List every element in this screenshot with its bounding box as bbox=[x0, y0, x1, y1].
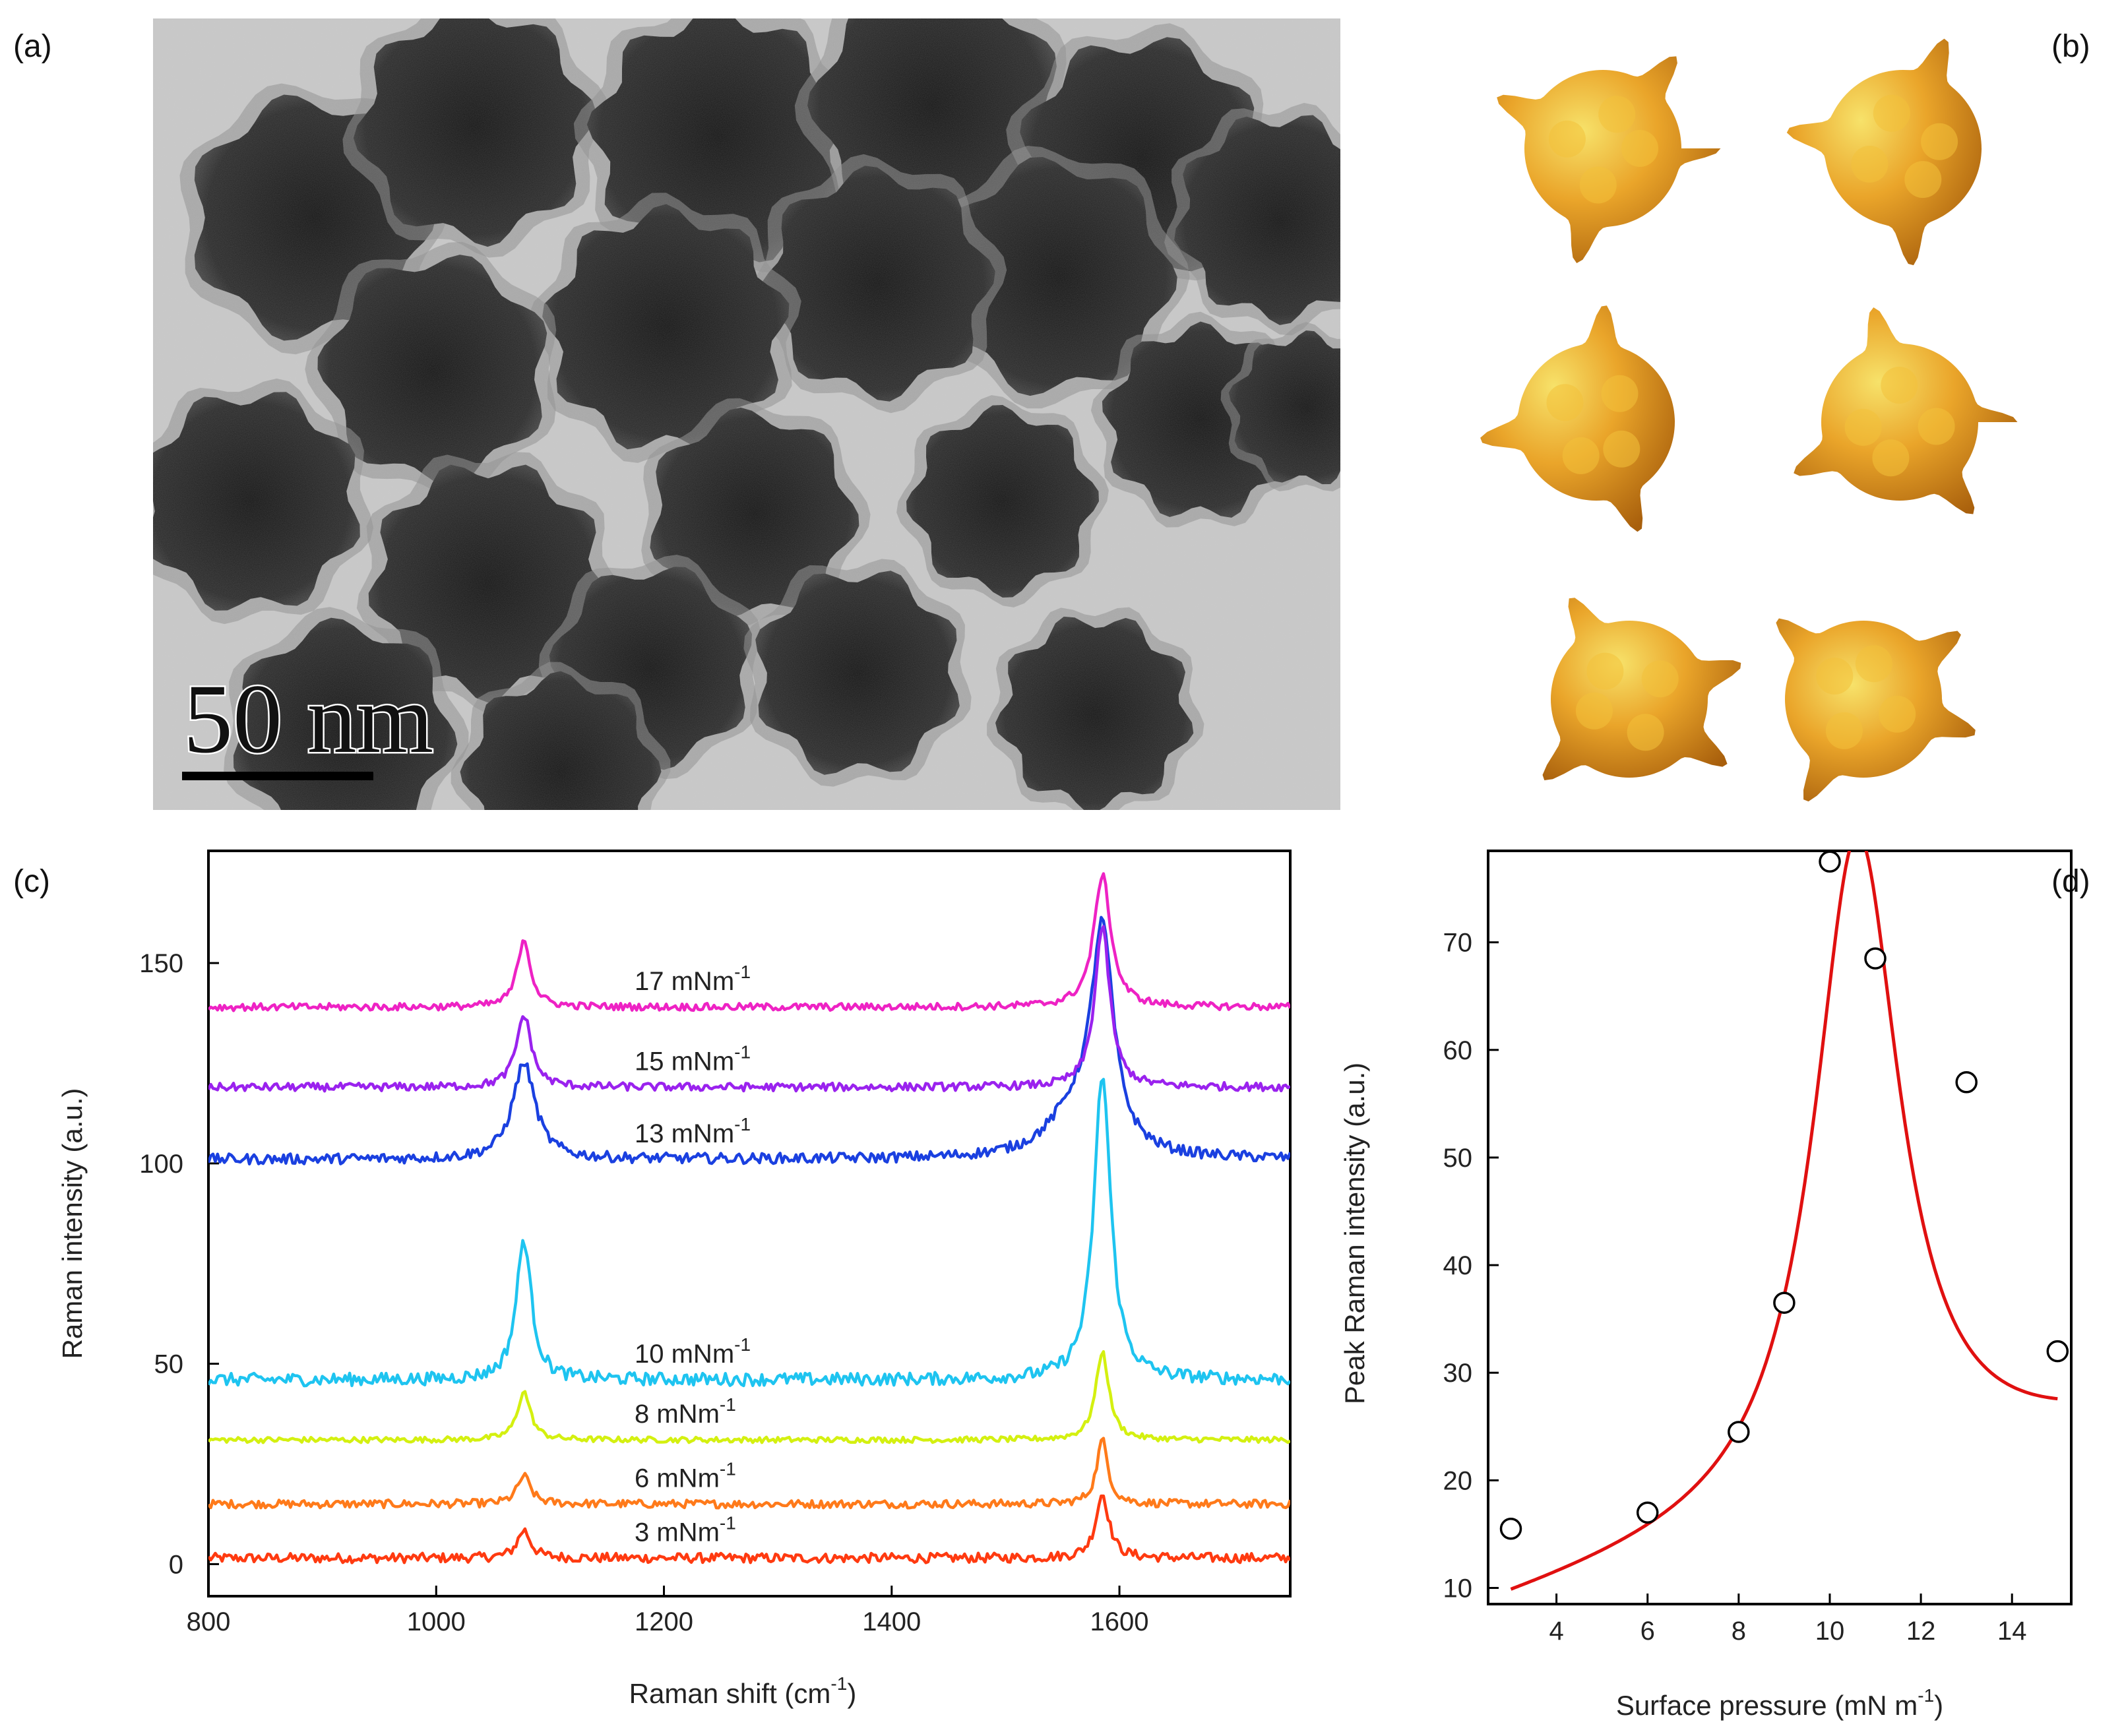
gold-nanostar bbox=[1542, 598, 1741, 780]
raman-series-label: 8 mNm-1 bbox=[635, 1394, 736, 1429]
chart-d-frame bbox=[1487, 850, 2073, 1605]
tem-micrograph: 50 nm bbox=[153, 18, 1340, 810]
chart-d-xtick-label: 10 bbox=[1815, 1617, 1845, 1646]
gold-nanostar bbox=[1786, 38, 1982, 266]
nanostar-bump bbox=[1579, 166, 1617, 204]
chart-c-ylabel: Raman intensity (a.u.) bbox=[57, 1088, 88, 1359]
chart-c-xtick-label: 1400 bbox=[862, 1607, 921, 1636]
gold-nanostar bbox=[1794, 307, 2018, 514]
nanostar-bump bbox=[1621, 130, 1658, 167]
nanostar-bump bbox=[1627, 714, 1664, 751]
raman-series-label: 15 mNm-1 bbox=[635, 1041, 751, 1076]
chart-d-fit bbox=[1510, 851, 2058, 1591]
nanostar-renders bbox=[1480, 38, 2018, 802]
data-point bbox=[2046, 1340, 2069, 1363]
chart-d-ytick-label: 70 bbox=[1443, 929, 1473, 958]
nanostar-bump bbox=[1879, 695, 1916, 733]
raman-series-line bbox=[208, 1349, 1290, 1444]
chart-c-ytick-label: 100 bbox=[139, 1150, 183, 1179]
chart-d-ytick-label: 50 bbox=[1443, 1144, 1473, 1173]
nanostar-bump bbox=[1562, 437, 1600, 474]
data-point bbox=[1955, 1071, 1978, 1094]
nanostar-bump bbox=[1844, 408, 1882, 446]
chart-c-xtick-label: 800 bbox=[187, 1607, 231, 1636]
nanostar-bump bbox=[1598, 96, 1636, 133]
chart-d-xlabel: Surface pressure (mN m-1) bbox=[1616, 1685, 1943, 1721]
peak-intensity-chart: 4 6 8 10 12 14 10 20 30 40 50 60 70 Surface pressure… bbox=[1339, 850, 2073, 1721]
chart-c-ticks: 800 1000 1200 1400 1600 0 50 100 150 bbox=[139, 949, 1148, 1636]
data-point bbox=[1728, 1421, 1750, 1443]
nanostar-bump bbox=[1548, 120, 1586, 158]
nanostar-bump bbox=[1575, 692, 1613, 729]
chart-d-ytick-label: 40 bbox=[1443, 1251, 1473, 1280]
nanostar-bump bbox=[1921, 123, 1958, 160]
data-point bbox=[1864, 947, 1887, 970]
raman-series-label: 17 mNm-1 bbox=[635, 962, 751, 996]
fit-curve bbox=[1510, 851, 2058, 1591]
chart-d-ytick-label: 30 bbox=[1443, 1359, 1473, 1388]
nanostar-bump bbox=[1918, 408, 1955, 445]
chart-d-ytick-label: 10 bbox=[1443, 1574, 1473, 1603]
chart-c-ytick-label: 150 bbox=[139, 949, 183, 978]
nanostar-bump bbox=[1546, 384, 1584, 421]
scale-bar-label: 50 nm bbox=[183, 664, 433, 774]
nanostar-bump bbox=[1825, 712, 1863, 749]
raman-series-line bbox=[208, 1078, 1290, 1388]
nanostar-bump bbox=[1851, 145, 1889, 183]
raman-spectra-chart: 800 1000 1200 1400 1600 0 50 100 150 3 mNm-1 6 mN… bbox=[57, 850, 1292, 1709]
panel-label-c: (c) bbox=[13, 864, 50, 899]
chart-d-xtick-label: 14 bbox=[1997, 1617, 2027, 1646]
chart-d-ylabel: Peak Raman intensity (a.u.) bbox=[1339, 1063, 1370, 1404]
raman-series-line bbox=[208, 915, 1290, 1165]
chart-d-ytick-label: 20 bbox=[1443, 1466, 1473, 1495]
chart-c-ytick-label: 50 bbox=[154, 1350, 184, 1379]
chart-c-xtick-label: 1000 bbox=[407, 1607, 466, 1636]
raman-series-line bbox=[208, 1437, 1290, 1510]
scale-bar bbox=[182, 772, 373, 780]
nanostar-bump bbox=[1586, 652, 1624, 690]
raman-series-label: 10 mNm-1 bbox=[635, 1334, 751, 1369]
chart-c-xtick-label: 1200 bbox=[635, 1607, 693, 1636]
data-point bbox=[1499, 1518, 1522, 1540]
chart-c-series bbox=[208, 872, 1290, 1565]
nanostar-bump bbox=[1855, 645, 1892, 683]
data-point bbox=[1819, 850, 1841, 873]
raman-series-line bbox=[208, 1494, 1290, 1565]
raman-series-label: 13 mNm-1 bbox=[635, 1114, 751, 1148]
gold-nanostar bbox=[1480, 305, 1675, 532]
nanostar-bump bbox=[1904, 161, 1942, 199]
data-point bbox=[1773, 1291, 1796, 1314]
chart-d-xtick-label: 4 bbox=[1549, 1617, 1563, 1646]
raman-series-label: 3 mNm-1 bbox=[635, 1512, 736, 1547]
nanostar-bump bbox=[1816, 658, 1854, 695]
panel-label-b: (b) bbox=[2051, 29, 2090, 64]
raman-series-line bbox=[208, 925, 1290, 1093]
chart-c-series-labels: 3 mNm-1 6 mNm-1 8 mNm-1 10 mNm-1 13 mNm-1 15 … bbox=[635, 962, 751, 1547]
chart-c-frame bbox=[207, 850, 1292, 1597]
chart-d-xtick-label: 12 bbox=[1906, 1617, 1936, 1646]
nanostar-bump bbox=[1603, 430, 1640, 468]
nanostar-bump bbox=[1881, 367, 1918, 404]
data-point bbox=[1636, 1501, 1659, 1524]
raman-series-line bbox=[208, 872, 1290, 1012]
chart-d-points bbox=[1499, 850, 2069, 1540]
tem-grain bbox=[153, 18, 1340, 810]
chart-d-ytick-label: 60 bbox=[1443, 1036, 1473, 1065]
chart-d-xtick-label: 6 bbox=[1640, 1617, 1655, 1646]
chart-d-xtick-label: 8 bbox=[1732, 1617, 1746, 1646]
chart-c-ytick-label: 0 bbox=[169, 1550, 183, 1579]
nanostar-bump bbox=[1601, 375, 1639, 412]
gold-nanostar bbox=[1497, 56, 1721, 264]
chart-c-xlabel: Raman shift (cm-1) bbox=[629, 1673, 857, 1709]
chart-d-ticks: 4 6 8 10 12 14 10 20 30 40 50 60 70 bbox=[1443, 929, 2027, 1646]
nanostar-bump bbox=[1641, 660, 1679, 698]
raman-series-label: 6 mNm-1 bbox=[635, 1458, 736, 1493]
panel-label-a: (a) bbox=[13, 29, 52, 64]
nanostar-bump bbox=[1873, 94, 1910, 132]
chart-c-xtick-label: 1600 bbox=[1090, 1607, 1149, 1636]
nanostar-bump bbox=[1872, 439, 1910, 477]
